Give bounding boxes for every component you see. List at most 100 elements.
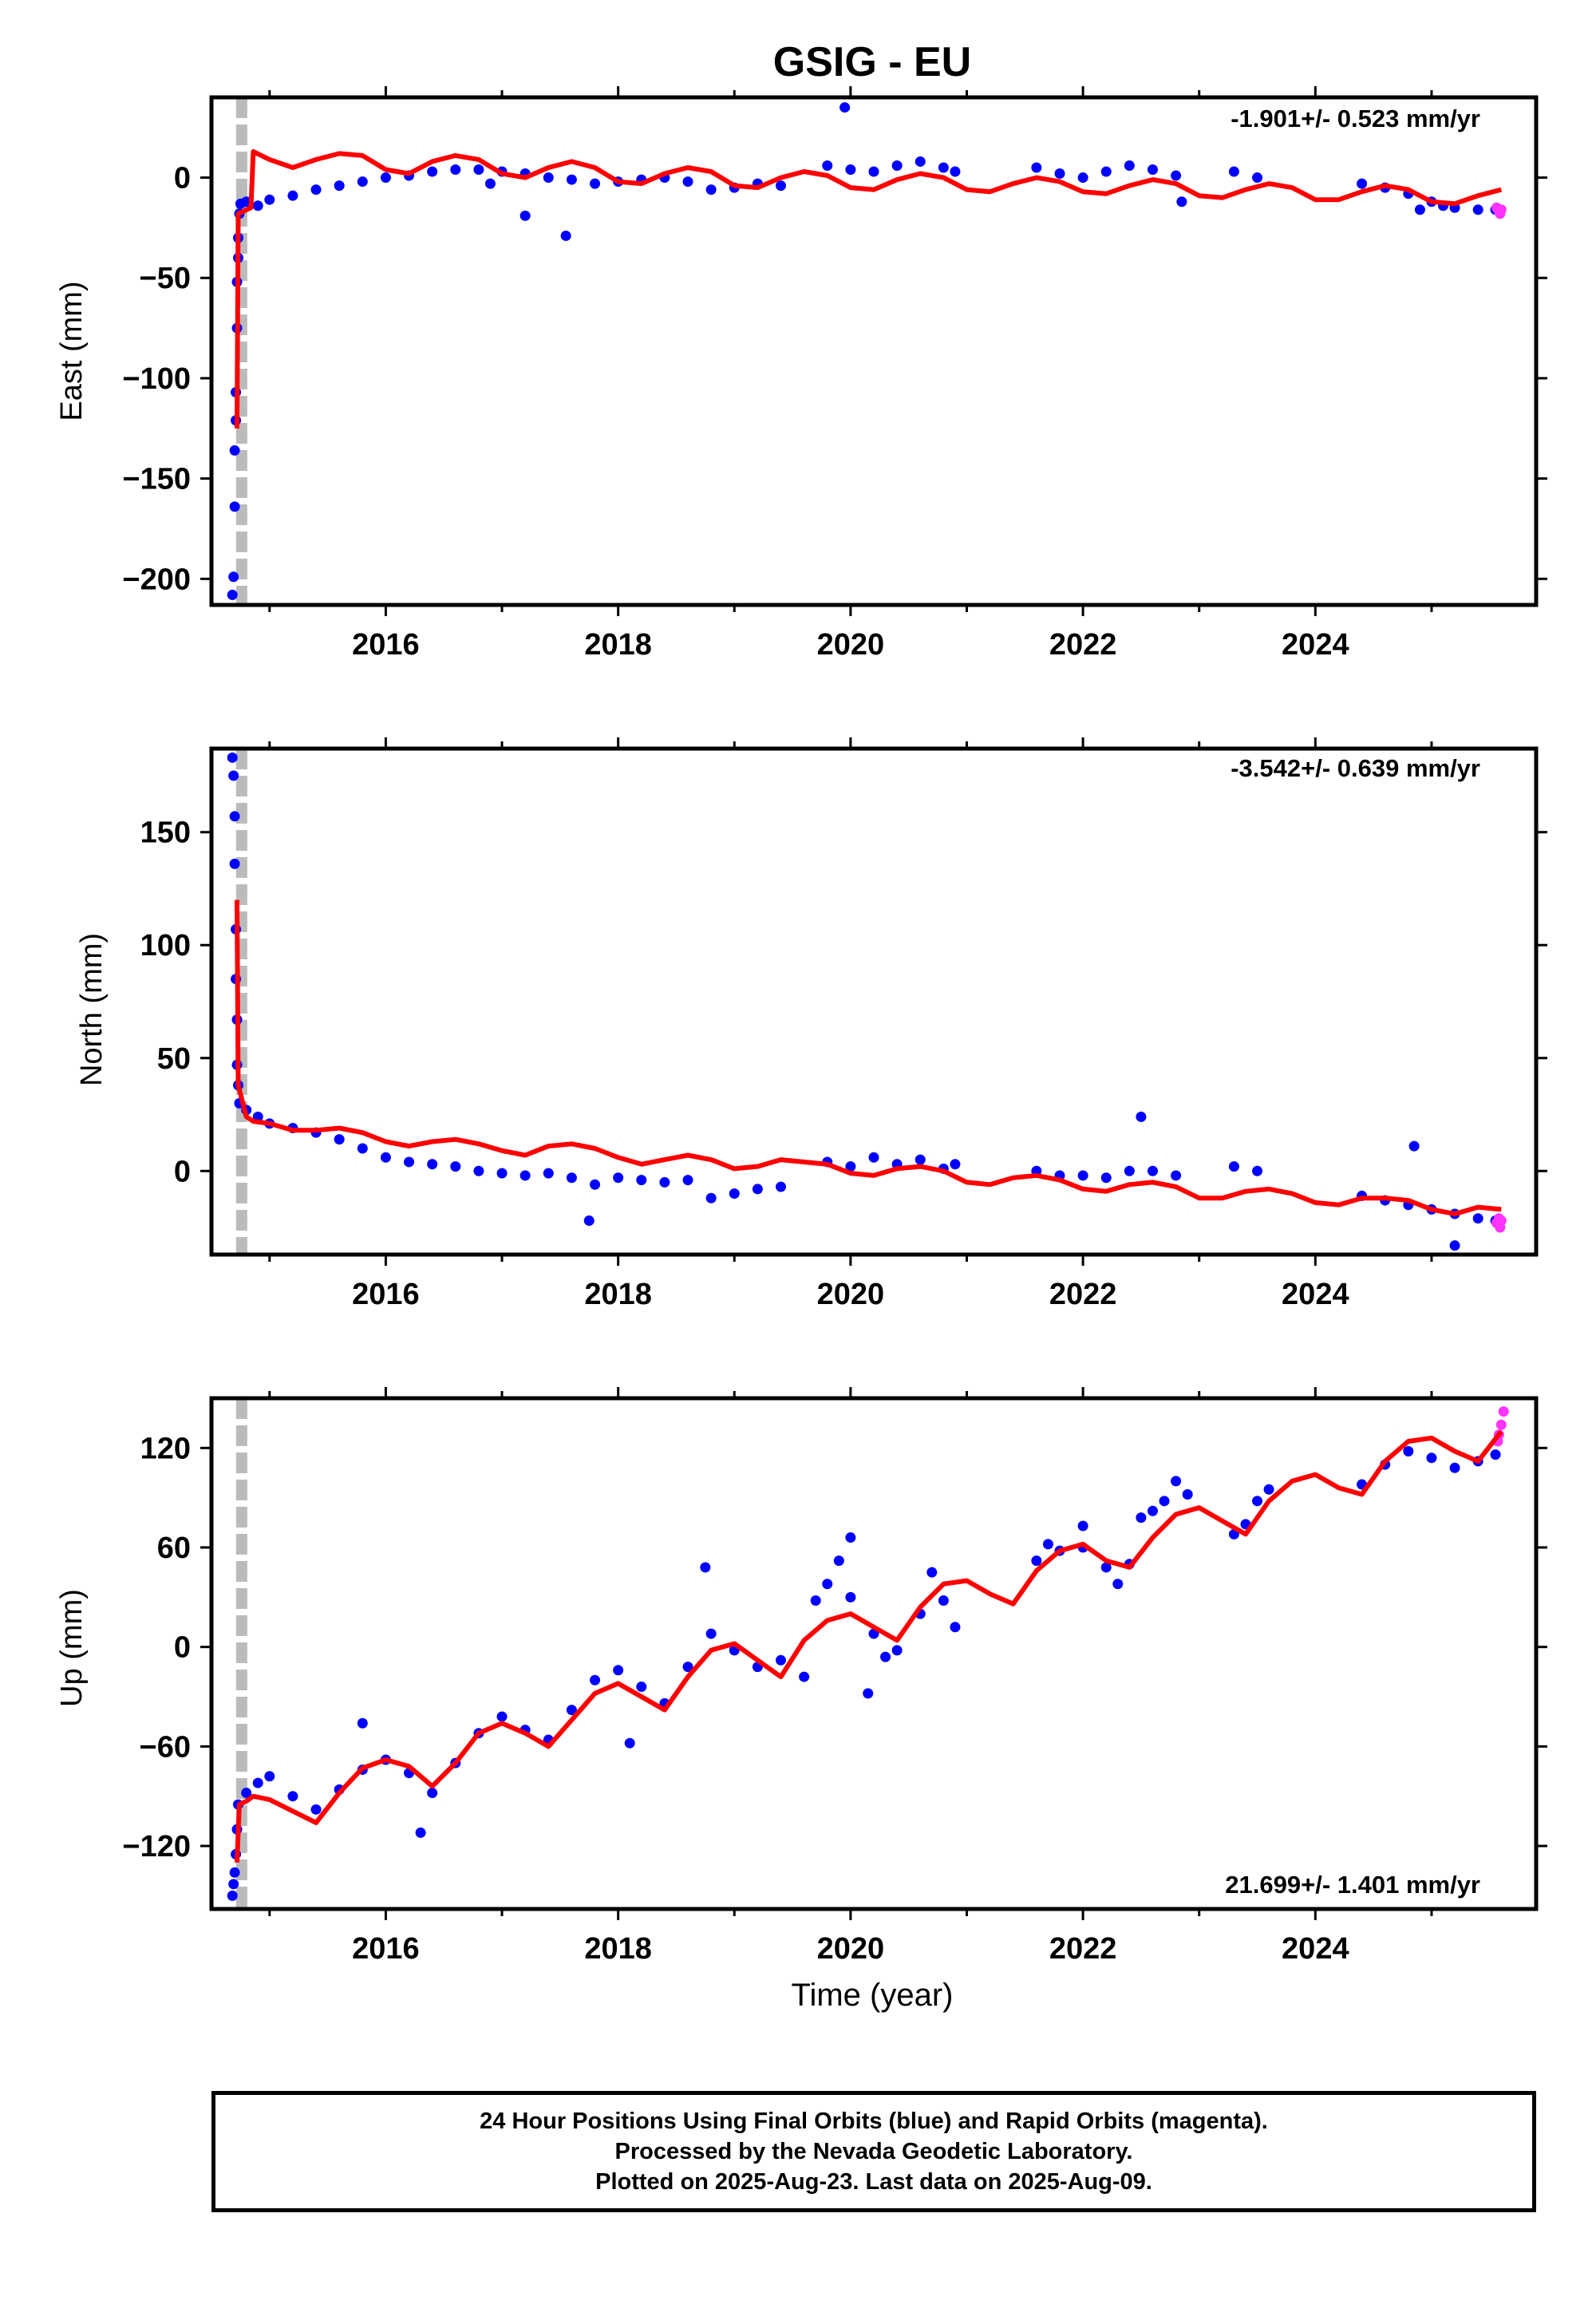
up-plot-area bbox=[227, 1398, 1509, 1909]
up-final-point bbox=[682, 1662, 693, 1673]
up-final-point bbox=[1112, 1579, 1124, 1590]
east-final-point bbox=[1171, 170, 1182, 181]
east-final-point bbox=[868, 166, 879, 177]
north-frame bbox=[209, 746, 1539, 1257]
up-final-point bbox=[1263, 1484, 1274, 1495]
east-final-point bbox=[891, 160, 903, 171]
east-final-point bbox=[1147, 164, 1158, 175]
east-final-point bbox=[287, 190, 298, 201]
north-final-point bbox=[450, 1161, 461, 1172]
north-x-tick-label: 2022 bbox=[1049, 1278, 1117, 1311]
north-final-point bbox=[868, 1152, 879, 1163]
up-final-point bbox=[496, 1711, 508, 1722]
east-final-point bbox=[473, 164, 484, 175]
up-final-point bbox=[624, 1737, 635, 1749]
up-final-point bbox=[241, 1788, 252, 1799]
north-final-point bbox=[228, 770, 239, 781]
north-final-point bbox=[1449, 1240, 1460, 1251]
north-y-tick-label: 150 bbox=[140, 816, 191, 850]
north-final-point bbox=[334, 1134, 345, 1145]
north-y-tick-label: 0 bbox=[174, 1155, 191, 1188]
processing-note-line-3: Plotted on 2025-Aug-23. Last data on 202… bbox=[595, 2169, 1152, 2195]
north-final-point bbox=[473, 1165, 484, 1176]
north-panel: North (mm) -3.542+/- 0.639 mm/yr 2016 201… bbox=[75, 737, 1547, 1311]
up-final-point bbox=[310, 1804, 322, 1815]
north-final-point bbox=[705, 1192, 717, 1203]
east-x-tick-label: 2018 bbox=[584, 628, 652, 662]
up-x-tick-label: 2020 bbox=[817, 1932, 885, 1966]
processing-note-line-2: Processed by the Nevada Geodetic Laborat… bbox=[614, 2139, 1133, 2164]
east-rapid-point bbox=[1495, 204, 1507, 215]
up-final-point bbox=[1159, 1496, 1170, 1507]
east-frame bbox=[209, 95, 1539, 607]
north-final-point bbox=[659, 1176, 670, 1188]
east-final-point bbox=[1054, 168, 1065, 180]
east-rate-label: -1.901+/- 0.523 mm/yr bbox=[1231, 105, 1480, 132]
east-final-point bbox=[519, 210, 531, 221]
up-model-line bbox=[235, 1429, 1503, 1863]
up-final-point bbox=[938, 1595, 949, 1607]
east-final-point bbox=[1228, 166, 1239, 177]
up-final-point bbox=[776, 1654, 787, 1666]
north-final-point bbox=[590, 1179, 601, 1190]
north-final-point bbox=[682, 1175, 693, 1186]
up-final-point bbox=[705, 1628, 717, 1639]
east-final-point bbox=[543, 172, 554, 184]
east-y-tick-label: −100 bbox=[122, 362, 191, 396]
north-x-tick-label: 2020 bbox=[817, 1278, 885, 1311]
north-rate-label: -3.542+/- 0.639 mm/yr bbox=[1231, 754, 1480, 782]
east-final-point bbox=[334, 180, 345, 192]
up-final-point bbox=[1100, 1562, 1112, 1573]
north-final-point bbox=[357, 1143, 368, 1154]
east-final-point bbox=[484, 178, 496, 189]
up-final-point bbox=[427, 1788, 438, 1799]
north-final-point bbox=[427, 1159, 438, 1170]
x-axis-label: Time (year) bbox=[792, 1978, 954, 2013]
north-final-point bbox=[1100, 1172, 1112, 1184]
up-final-point bbox=[1031, 1555, 1042, 1567]
east-x-tick-label: 2022 bbox=[1049, 628, 1117, 662]
up-final-point bbox=[845, 1591, 856, 1603]
up-final-point bbox=[1449, 1462, 1460, 1473]
east-final-point bbox=[1414, 204, 1425, 215]
up-x-tick-label: 2018 bbox=[584, 1932, 652, 1966]
east-final-point bbox=[229, 445, 240, 456]
up-final-point bbox=[357, 1717, 368, 1729]
east-final-point bbox=[227, 589, 238, 600]
north-y-tick-label: 50 bbox=[157, 1042, 191, 1076]
up-final-point bbox=[926, 1567, 938, 1578]
up-x-tick-label: 2022 bbox=[1049, 1932, 1117, 1966]
east-final-point bbox=[357, 176, 368, 188]
up-final-point bbox=[1182, 1489, 1193, 1500]
up-final-point bbox=[636, 1682, 647, 1693]
up-final-point bbox=[891, 1645, 903, 1656]
up-final-point bbox=[566, 1705, 577, 1716]
up-final-point bbox=[1252, 1496, 1263, 1507]
east-final-point bbox=[950, 166, 961, 177]
east-final-point bbox=[822, 160, 833, 171]
up-x-tick-label: 2024 bbox=[1282, 1932, 1349, 1966]
east-x-tick-label: 2024 bbox=[1282, 628, 1349, 662]
up-final-point bbox=[287, 1791, 298, 1802]
north-final-point bbox=[1171, 1170, 1182, 1181]
north-final-point bbox=[1147, 1165, 1158, 1176]
east-final-point bbox=[1100, 166, 1112, 177]
east-final-point bbox=[228, 571, 239, 583]
north-final-point bbox=[519, 1170, 531, 1181]
north-model-line bbox=[235, 899, 1502, 1217]
up-final-point bbox=[229, 1867, 240, 1878]
up-final-point bbox=[1171, 1476, 1182, 1487]
east-x-tick-label: 2016 bbox=[352, 628, 420, 662]
east-model-line bbox=[235, 148, 1503, 429]
up-final-point bbox=[227, 1890, 238, 1901]
up-final-point bbox=[880, 1651, 891, 1662]
up-final-point bbox=[1077, 1520, 1088, 1531]
north-final-point bbox=[380, 1152, 391, 1163]
processing-note-line-1: 24 Hour Positions Using Final Orbits (bl… bbox=[480, 2109, 1268, 2134]
up-final-point bbox=[833, 1555, 844, 1567]
east-final-point bbox=[1176, 196, 1187, 207]
up-final-point bbox=[415, 1827, 426, 1838]
north-rapid-point bbox=[1495, 1215, 1507, 1227]
up-y-tick-label: 60 bbox=[157, 1531, 191, 1565]
